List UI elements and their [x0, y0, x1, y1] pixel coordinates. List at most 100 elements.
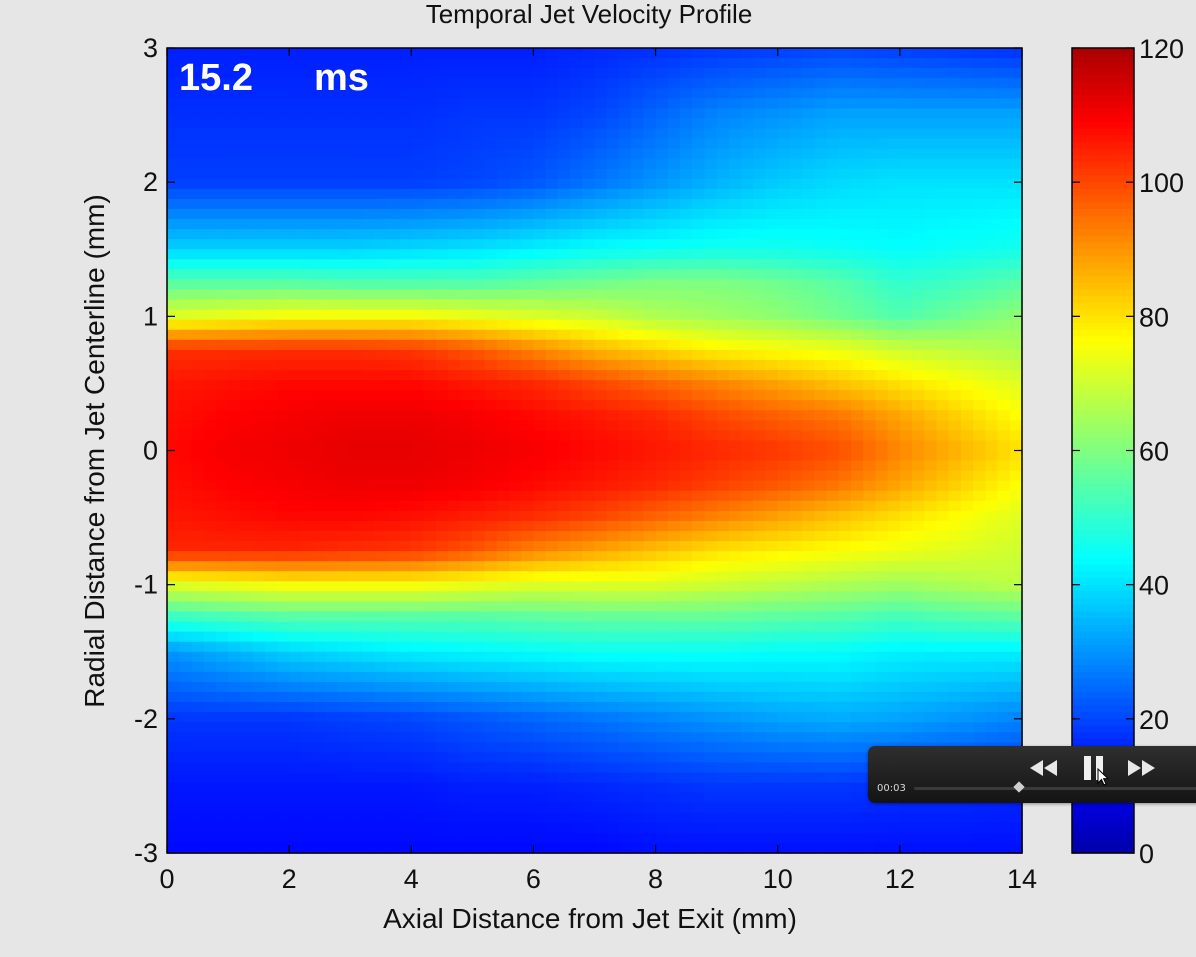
heatmap-cell: [618, 188, 632, 200]
heatmap-cell: [924, 571, 938, 583]
heatmap-cell: [716, 118, 730, 130]
heatmap-cell: [777, 98, 791, 110]
heatmap-cell: [643, 752, 657, 764]
heatmap-cell: [631, 440, 645, 452]
heatmap-cell: [289, 188, 303, 200]
heatmap-cell: [386, 490, 400, 502]
heatmap-cell: [912, 651, 925, 663]
heatmap-cell: [228, 339, 241, 351]
heatmap-cell: [301, 108, 315, 120]
heatmap-cell: [838, 400, 852, 411]
heatmap-cell: [545, 581, 559, 593]
heatmap-cell: [875, 309, 889, 321]
heatmap-cell: [240, 209, 254, 220]
heatmap-cell: [594, 279, 608, 291]
heatmap-cell: [814, 269, 828, 281]
heatmap-cell: [264, 239, 278, 250]
heatmap-cell: [374, 68, 388, 79]
heatmap-cell: [276, 269, 290, 281]
heatmap-cell: [985, 571, 999, 583]
heatmap-cell: [618, 168, 632, 180]
heatmap-cell: [985, 621, 999, 633]
heatmap-cell: [203, 319, 217, 331]
heatmap-cell: [582, 621, 596, 633]
heatmap-cell: [301, 148, 315, 160]
heatmap-cell: [802, 490, 816, 502]
heatmap-cell: [643, 370, 657, 381]
heatmap-cell: [789, 500, 803, 512]
heatmap-cell: [936, 681, 950, 693]
heatmap-cell: [325, 762, 339, 774]
heatmap-cell: [570, 490, 583, 502]
heatmap-cell: [252, 752, 266, 764]
heatmap-cell: [264, 249, 278, 261]
heatmap-cell: [411, 470, 425, 482]
heatmap-cell: [594, 249, 608, 261]
heatmap-cell: [289, 510, 303, 522]
heatmap-cell: [997, 339, 1011, 351]
heatmap-cell: [728, 752, 742, 764]
heatmap-cell: [643, 269, 657, 281]
heatmap-cell: [765, 490, 779, 502]
heatmap-cell: [741, 299, 754, 311]
heatmap-cell: [509, 168, 522, 180]
heatmap-cell: [631, 158, 645, 170]
heatmap-cell: [887, 541, 901, 552]
heatmap-cell: [960, 198, 974, 210]
heatmap-cell: [533, 68, 547, 79]
heatmap-cell: [594, 138, 608, 150]
heatmap-cell: [643, 490, 657, 502]
heatmap-cell: [863, 581, 877, 593]
heatmap-cell: [985, 520, 999, 532]
heatmap-cell: [887, 269, 901, 281]
heatmap-cell: [753, 239, 767, 250]
heatmap-cell: [411, 490, 425, 502]
heatmap-cell: [851, 279, 864, 291]
heatmap-cell: [545, 118, 559, 130]
heatmap-cell: [203, 742, 217, 754]
heatmap-cell: [789, 168, 803, 180]
heatmap-cell: [203, 430, 217, 442]
heatmap-cell: [374, 88, 388, 100]
heatmap-cell: [313, 58, 327, 69]
heatmap-cell: [765, 591, 779, 603]
heatmap-cell: [399, 108, 412, 120]
heatmap-cell: [838, 370, 852, 381]
heatmap-cell: [582, 712, 596, 723]
heatmap-cell: [399, 641, 412, 653]
heatmap-cell: [325, 48, 339, 59]
heatmap-cell: [240, 692, 254, 703]
heatmap-cell: [863, 692, 877, 703]
heatmap-cell: [875, 319, 889, 331]
heatmap-cell: [191, 370, 205, 381]
heatmap-cell: [240, 500, 254, 512]
heatmap-cell: [570, 229, 583, 240]
heatmap-cell: [887, 349, 901, 361]
heatmap-cell: [228, 440, 241, 452]
heatmap-cell: [1009, 531, 1023, 542]
heatmap-cell: [582, 500, 596, 512]
heatmap-cell: [960, 329, 974, 341]
heatmap-cell: [325, 58, 339, 69]
heatmap-cell: [667, 108, 681, 120]
heatmap-cell: [350, 742, 364, 754]
heatmap-cell: [215, 531, 229, 542]
heatmap-cell: [936, 460, 950, 472]
heatmap-cell: [680, 430, 693, 442]
heatmap-cell: [374, 722, 388, 733]
heatmap-cell: [264, 571, 278, 583]
heatmap-cell: [386, 742, 400, 754]
heatmap-cell: [985, 168, 999, 180]
heatmap-cell: [252, 732, 266, 744]
heatmap-cell: [716, 390, 730, 401]
heatmap-cell: [667, 319, 681, 331]
heatmap-cell: [179, 309, 193, 321]
heatmap-cell: [228, 188, 241, 200]
heatmap-cell: [899, 259, 913, 271]
heatmap-cell: [582, 68, 596, 79]
heatmap-cell: [557, 259, 571, 271]
heatmap-cell: [777, 571, 791, 583]
heatmap-cell: [753, 118, 767, 130]
heatmap-cell: [167, 661, 180, 673]
heatmap-cell: [435, 430, 449, 442]
